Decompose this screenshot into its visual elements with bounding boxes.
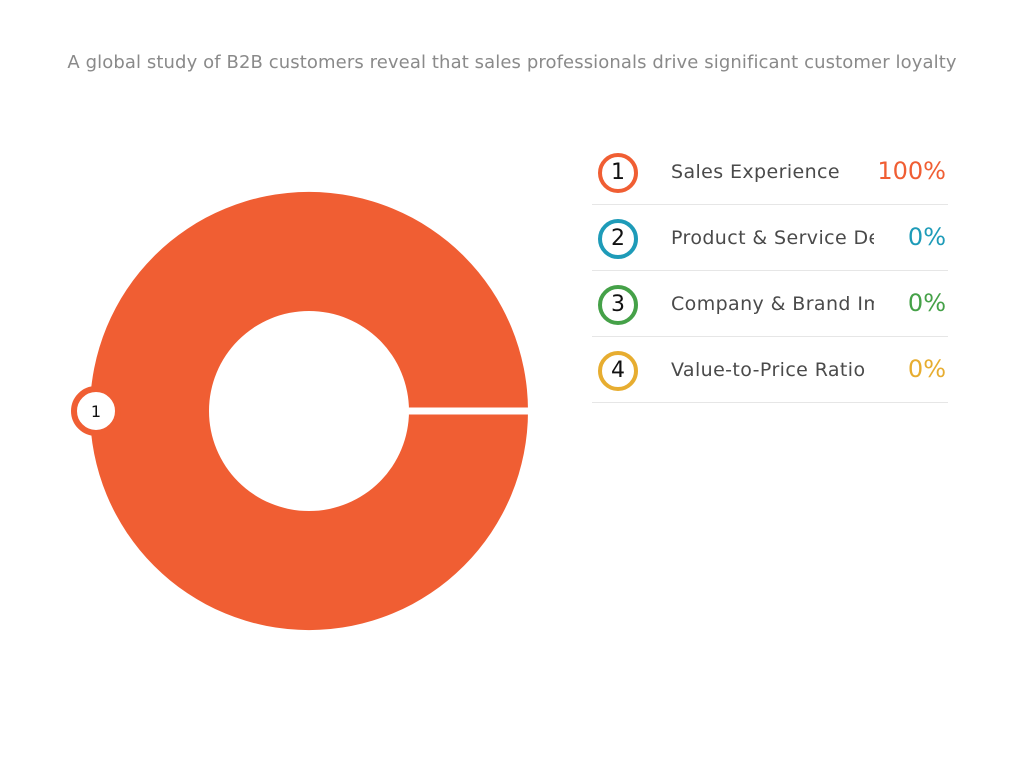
legend-marker: 2 bbox=[598, 219, 638, 259]
slice-marker-label: 1 bbox=[91, 402, 101, 421]
legend-label: Value-to-Price Ratio bbox=[671, 359, 866, 381]
legend-value: 100% bbox=[877, 157, 946, 185]
legend-value: 0% bbox=[907, 289, 946, 317]
legend-item[interactable]: 1 Sales Experience 100% bbox=[592, 139, 948, 205]
legend-label: Company & Brand Impact bbox=[671, 293, 874, 315]
chart-subtitle: A global study of B2B customers reveal t… bbox=[67, 52, 957, 73]
legend-value: 0% bbox=[907, 355, 946, 383]
legend-marker: 1 bbox=[598, 153, 638, 193]
legend-marker: 4 bbox=[598, 351, 638, 391]
legend-label: Product & Service Delivery bbox=[671, 227, 874, 249]
legend-value: 0% bbox=[907, 223, 946, 251]
slice-marker-badge bbox=[71, 386, 121, 436]
legend-item[interactable]: 2 Product & Service Delivery 0% bbox=[592, 205, 948, 271]
legend-item[interactable]: 3 Company & Brand Impact 0% bbox=[592, 271, 948, 337]
legend-label: Sales Experience bbox=[671, 161, 840, 183]
donut-slice-1[interactable] bbox=[89, 191, 528, 631]
legend-item[interactable]: 4 Value-to-Price Ratio 0% bbox=[592, 337, 948, 403]
legend-marker: 3 bbox=[598, 285, 638, 325]
chart-legend: 1 Sales Experience 100% 2 Product & Service … bbox=[592, 139, 948, 403]
